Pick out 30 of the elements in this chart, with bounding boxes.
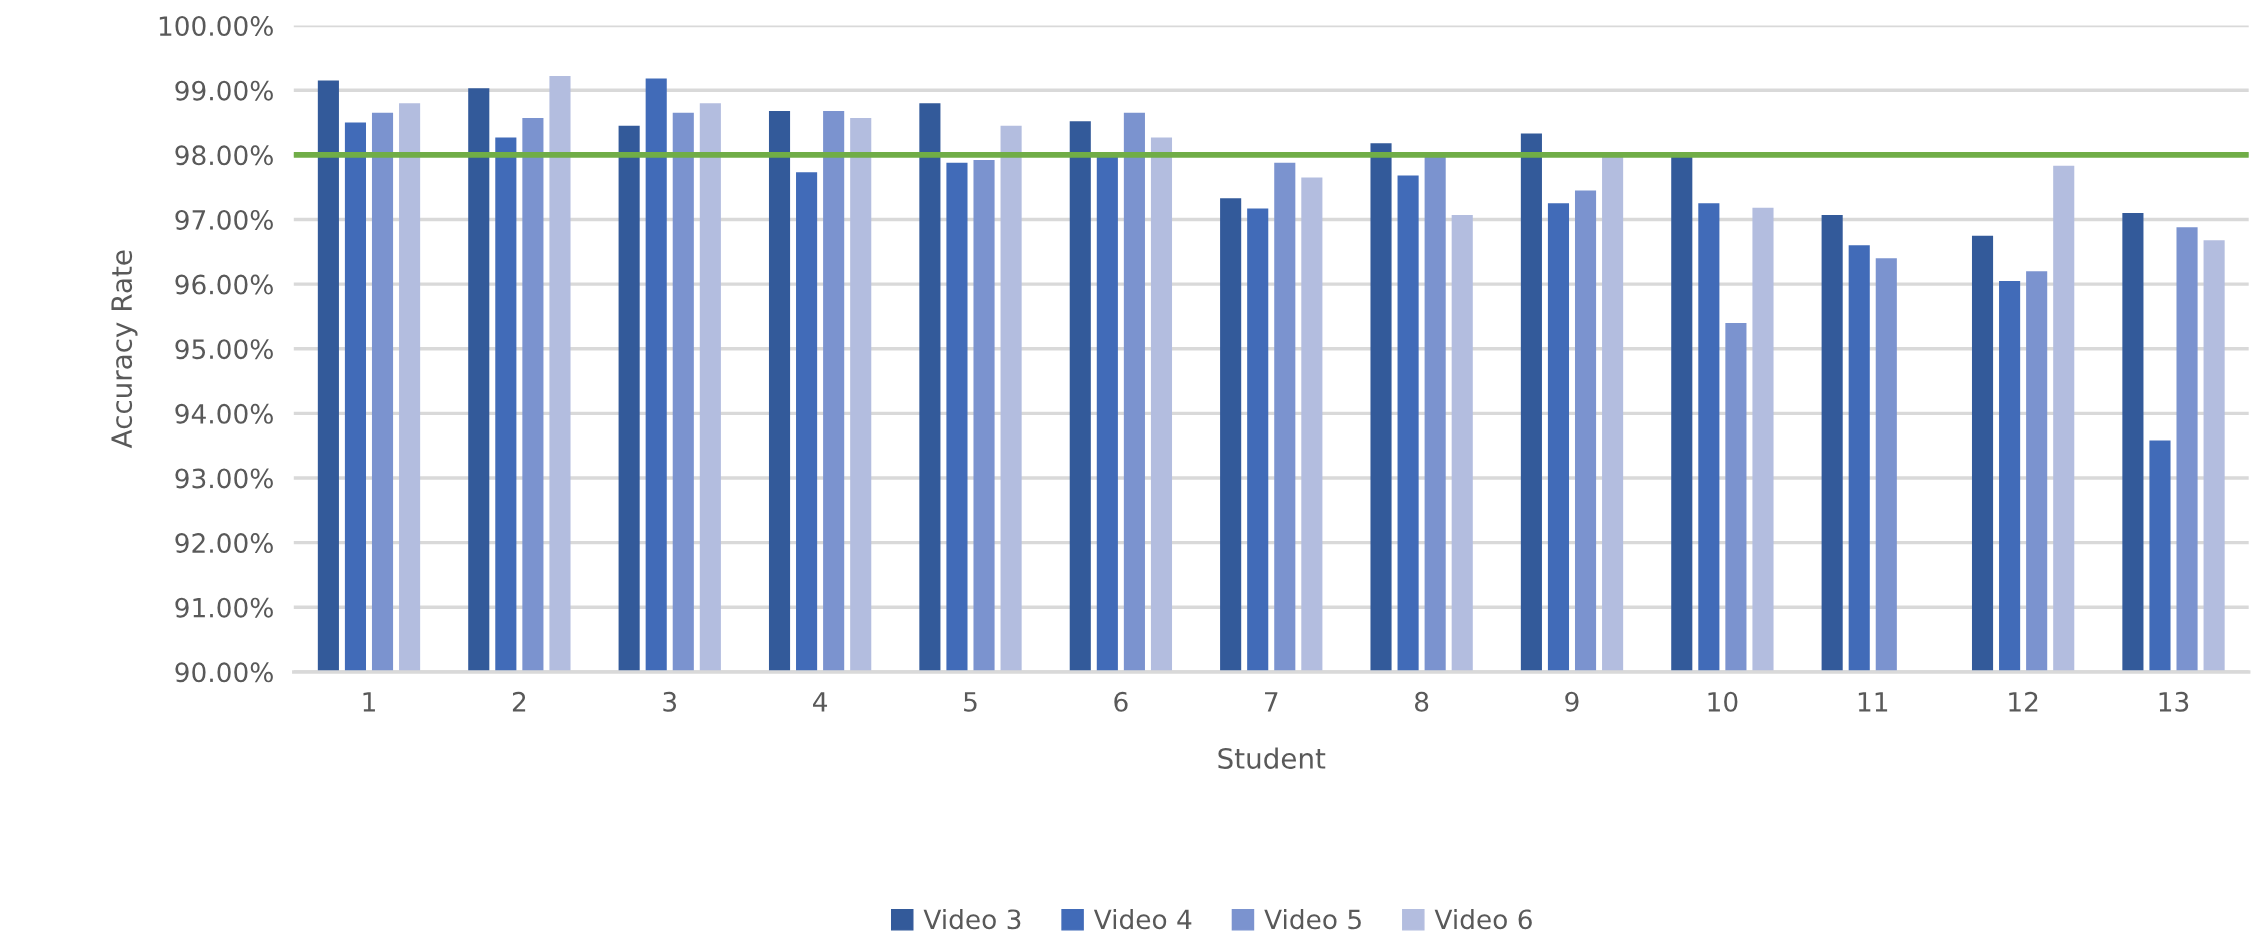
x-tick-label: 13: [2159, 691, 2189, 712]
x-tick-label: 11: [1858, 692, 1888, 712]
x-tick-label: 12: [2009, 691, 2038, 712]
y-tick-label: 95.00%: [175, 339, 273, 360]
x-tick-label: 9: [1565, 691, 1579, 712]
x-tick-label: 4: [813, 692, 828, 712]
y-tick-label: 100.00%: [159, 16, 273, 37]
x-tick-label: 1: [363, 692, 375, 712]
y-tick-label: 94.00%: [175, 403, 273, 424]
y-tick-label: 91.00%: [175, 597, 273, 618]
x-tick-label: 3: [663, 691, 677, 712]
y-tick-label: 99.00%: [175, 80, 273, 101]
x-tick-label: 10: [1708, 691, 1738, 712]
y-tick-label: 92.00%: [175, 533, 273, 554]
x-tick-label: 8: [1415, 691, 1429, 712]
x-tick-label: 2: [512, 691, 526, 712]
legend-label: Video 4: [1093, 908, 1192, 930]
y-axis-title: Accuracy Rate: [111, 250, 138, 449]
y-tick-label: 93.00%: [175, 468, 273, 489]
legend-label: Video 5: [1264, 908, 1361, 930]
x-tick-label: 5: [964, 692, 977, 712]
y-tick-label: 90.00%: [175, 662, 273, 683]
legend-label: Video 6: [1434, 908, 1532, 930]
y-tick-label: 98.00%: [175, 145, 273, 166]
x-tick-label: 6: [1114, 691, 1128, 712]
legend-label: Video 3: [923, 908, 1021, 930]
y-tick-label: 96.00%: [175, 274, 273, 295]
x-axis-title: Student: [1218, 747, 1326, 769]
y-tick-label: 97.00%: [175, 209, 273, 230]
x-tick-label: 7: [1265, 692, 1278, 712]
